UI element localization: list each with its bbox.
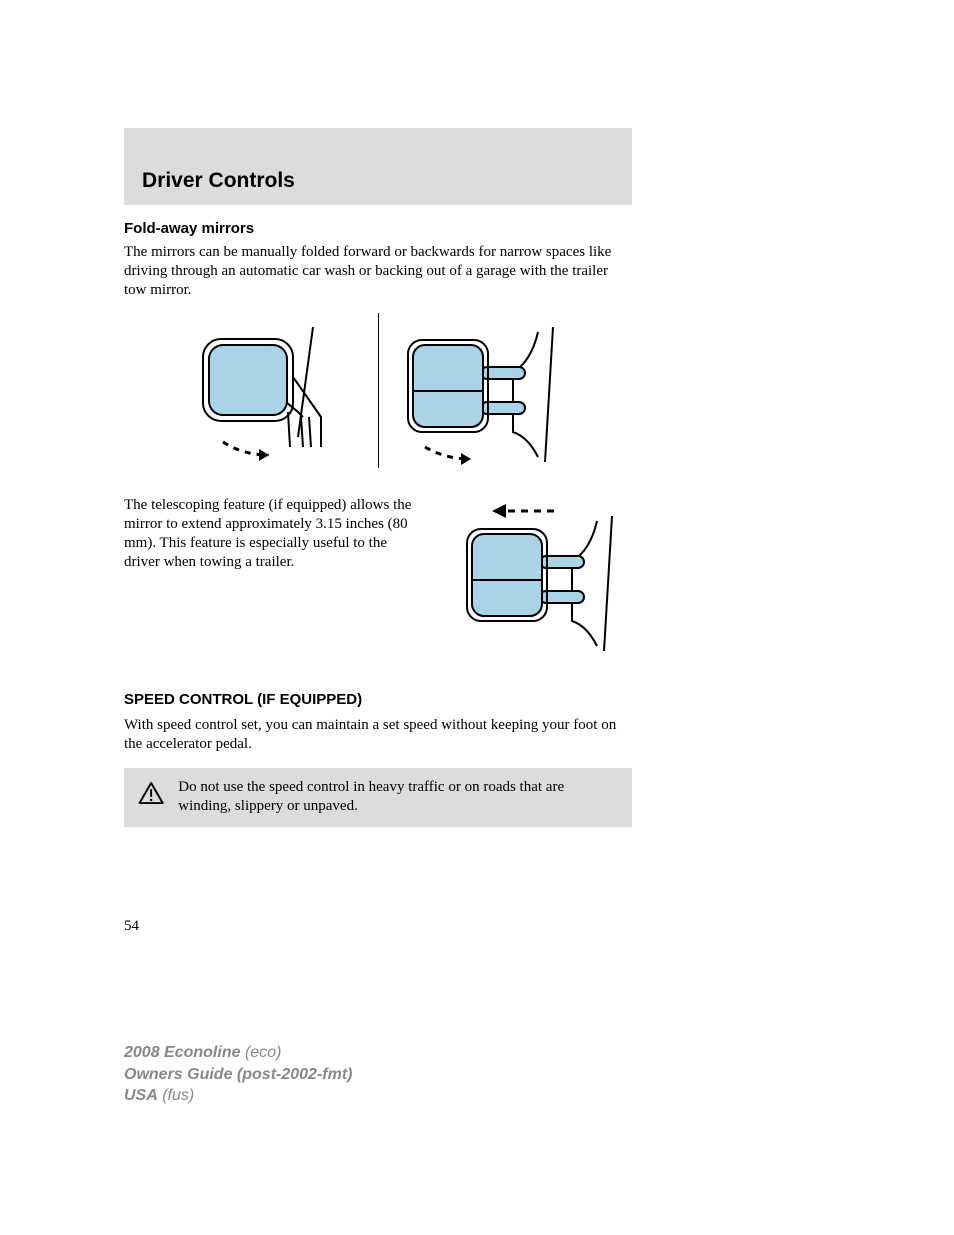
speed-control-paragraph: With speed control set, you can maintain… bbox=[124, 716, 632, 754]
chapter-title: Driver Controls bbox=[142, 169, 295, 193]
footer-region-code: (fus) bbox=[158, 1087, 194, 1104]
chapter-header-bar: Driver Controls bbox=[124, 128, 632, 205]
page-number: 54 bbox=[124, 918, 139, 935]
footer-line-3: USA (fus) bbox=[124, 1085, 352, 1107]
page-content: Fold-away mirrors The mirrors can be man… bbox=[124, 220, 632, 827]
footer-line-2: Owners Guide (post-2002-fmt) bbox=[124, 1064, 352, 1086]
fold-away-heading: Fold-away mirrors bbox=[124, 220, 632, 237]
mirror-diagram-row bbox=[124, 317, 632, 472]
mirror-telescoping-diagram bbox=[442, 496, 642, 661]
footer-model: 2008 Econoline bbox=[124, 1044, 241, 1061]
telescoping-section: The telescoping feature (if equipped) al… bbox=[124, 496, 632, 661]
mirror-standard-fold-diagram bbox=[173, 317, 373, 472]
document-footer: 2008 Econoline (eco) Owners Guide (post-… bbox=[124, 1042, 352, 1107]
footer-line-1: 2008 Econoline (eco) bbox=[124, 1042, 352, 1064]
fold-away-paragraph-2: The telescoping feature (if equipped) al… bbox=[124, 496, 412, 571]
warning-text: Do not use the speed control in heavy tr… bbox=[178, 778, 618, 817]
footer-guide: Owners Guide (post-2002-fmt) bbox=[124, 1066, 352, 1083]
footer-model-code: (eco) bbox=[241, 1044, 282, 1061]
speed-control-heading: SPEED CONTROL (IF EQUIPPED) bbox=[124, 691, 632, 708]
warning-triangle-icon bbox=[138, 778, 164, 808]
warning-box: Do not use the speed control in heavy tr… bbox=[124, 768, 632, 827]
mirror-trailer-fold-diagram bbox=[383, 317, 583, 472]
fold-away-paragraph-1: The mirrors can be manually folded forwa… bbox=[124, 243, 632, 299]
footer-region: USA bbox=[124, 1087, 158, 1104]
